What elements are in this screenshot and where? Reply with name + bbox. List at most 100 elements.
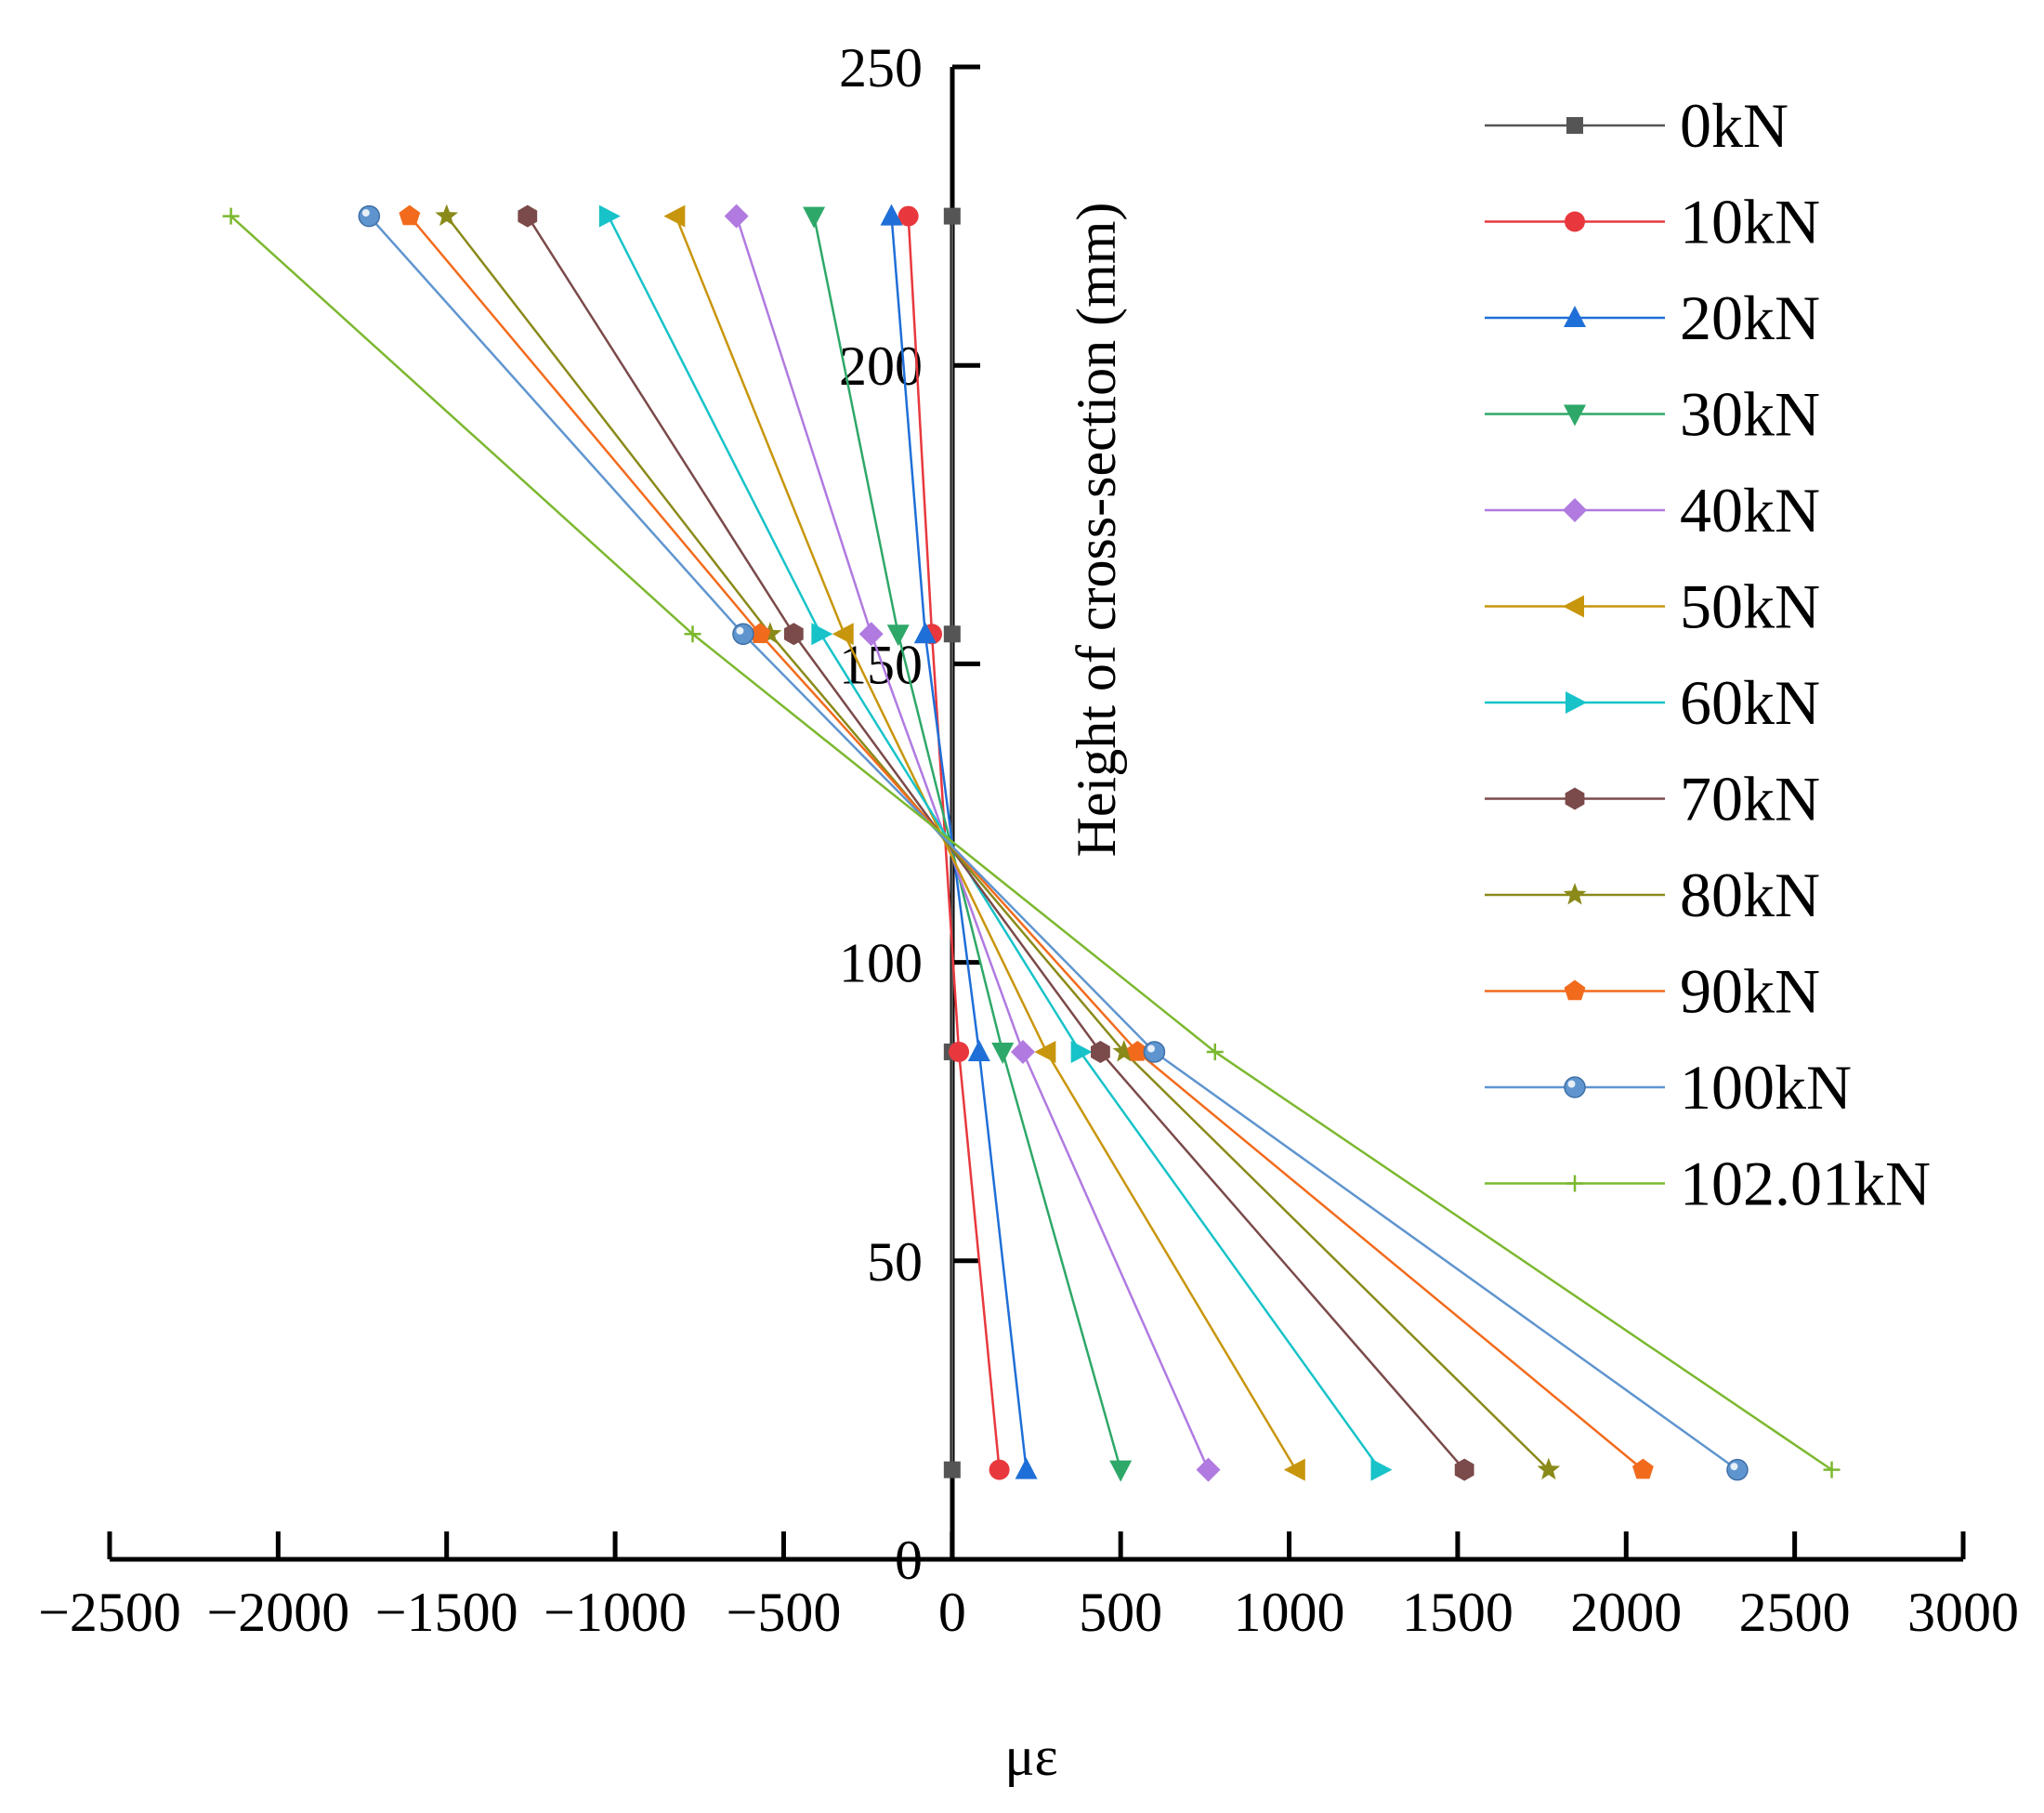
data-point xyxy=(435,204,459,227)
data-point xyxy=(1143,1041,1166,1063)
legend-label: 90kN xyxy=(1680,956,1820,1027)
legend-label: 60kN xyxy=(1680,667,1820,738)
legend-item-30kn: 30kN xyxy=(1485,379,1820,450)
data-point xyxy=(943,1461,961,1478)
series-line xyxy=(526,215,1466,1471)
legend-item-0kn: 0kN xyxy=(1485,90,1788,161)
series-line xyxy=(408,215,1644,1471)
series-line xyxy=(607,216,1382,1471)
legend-marker xyxy=(1564,979,1586,1001)
data-point xyxy=(832,623,854,646)
data-point xyxy=(1034,1040,1056,1063)
data-point xyxy=(783,623,804,646)
x-tick-label: 0 xyxy=(938,1582,966,1643)
data-point xyxy=(1126,1040,1148,1061)
data-point xyxy=(749,623,771,643)
x-axis-title: με xyxy=(1004,1726,1057,1787)
data-point xyxy=(949,1041,970,1062)
data-point xyxy=(724,204,749,229)
data-point xyxy=(1091,1040,1110,1063)
legend-item-102-01kn: 102.01kN xyxy=(1485,1149,1931,1219)
data-point xyxy=(663,204,686,228)
data-point xyxy=(518,204,538,228)
data-point xyxy=(913,622,937,644)
x-tick-label: 2000 xyxy=(1570,1582,1682,1643)
series-layer xyxy=(222,204,1841,1482)
x-tick-label: −500 xyxy=(727,1582,842,1643)
legend-marker xyxy=(1563,498,1587,522)
series-102-01kn xyxy=(222,207,1841,1478)
legend-item-100kn: 100kN xyxy=(1485,1052,1852,1123)
data-point xyxy=(1283,1458,1305,1481)
y-tick-label: 250 xyxy=(839,37,923,99)
legend-item-80kn: 80kN xyxy=(1485,860,1820,930)
legend-marker xyxy=(1564,1076,1586,1098)
legend: 0kN 10kN 20kN 30kN 40kN 50kN 60kN 70kN 80kN 90kN 1… xyxy=(1485,90,1931,1219)
legend-label: 0kN xyxy=(1680,90,1788,161)
data-point xyxy=(858,622,884,647)
series-50kn xyxy=(663,204,1305,1481)
data-point xyxy=(1823,1461,1841,1478)
legend-label: 40kN xyxy=(1680,475,1820,545)
data-point xyxy=(1632,1458,1654,1479)
data-point xyxy=(598,204,621,228)
series-line xyxy=(368,215,1738,1471)
legend-item-40kn: 40kN xyxy=(1485,475,1820,545)
data-point xyxy=(1015,1457,1038,1479)
x-tick-label: −1000 xyxy=(544,1582,687,1643)
legend-item-70kn: 70kN xyxy=(1485,764,1820,834)
series-line xyxy=(445,215,1550,1471)
data-point xyxy=(1070,1040,1093,1063)
data-point xyxy=(399,204,421,226)
data-point xyxy=(358,204,381,228)
legend-item-90kn: 90kN xyxy=(1485,956,1820,1027)
series-line xyxy=(675,216,1297,1471)
data-point xyxy=(943,207,961,225)
y-tick-label: 100 xyxy=(839,933,923,994)
legend-marker xyxy=(1566,691,1587,714)
legend-label: 102.01kN xyxy=(1680,1149,1931,1219)
legend-item-20kn: 20kN xyxy=(1485,282,1820,353)
x-tick-label: 3000 xyxy=(1907,1582,2019,1643)
data-point xyxy=(898,205,919,227)
legend-label: 50kN xyxy=(1680,571,1820,642)
x-tick-label: 2500 xyxy=(1739,1582,1851,1643)
y-tick-label: 0 xyxy=(895,1530,923,1591)
data-point xyxy=(967,1039,990,1061)
legend-label: 80kN xyxy=(1680,860,1820,930)
x-tick-label: −2000 xyxy=(206,1582,349,1643)
x-tick-label: −2500 xyxy=(38,1582,181,1643)
data-point xyxy=(1206,1043,1224,1060)
data-point xyxy=(222,207,240,225)
data-point xyxy=(732,623,754,646)
data-point xyxy=(1112,1039,1136,1062)
data-point xyxy=(758,622,782,644)
legend-marker xyxy=(1564,404,1586,427)
data-point xyxy=(1109,1460,1133,1482)
legend-item-10kn: 10kN xyxy=(1485,187,1820,257)
series-line xyxy=(229,215,1833,1471)
data-point xyxy=(684,625,701,643)
legend-label: 20kN xyxy=(1680,282,1820,353)
series-100kn xyxy=(358,204,1749,1481)
series-line xyxy=(735,216,1210,1471)
legend-marker xyxy=(1565,787,1585,810)
legend-marker xyxy=(1563,883,1587,905)
legend-marker xyxy=(1563,595,1584,618)
legend-marker xyxy=(1566,117,1583,134)
x-tick-label: 1000 xyxy=(1234,1582,1345,1643)
legend-marker xyxy=(1564,306,1586,327)
data-point xyxy=(989,1459,1010,1480)
data-point xyxy=(1370,1458,1393,1481)
data-point xyxy=(880,204,903,226)
data-point xyxy=(1010,1039,1035,1064)
legend-marker xyxy=(1566,1175,1583,1192)
y-tick-label: 200 xyxy=(839,335,923,397)
legend-label: 30kN xyxy=(1680,379,1820,450)
x-tick-label: −1500 xyxy=(375,1582,518,1643)
data-point xyxy=(991,1042,1015,1064)
data-point xyxy=(943,625,961,643)
data-point xyxy=(811,623,833,646)
data-point xyxy=(1537,1457,1561,1480)
